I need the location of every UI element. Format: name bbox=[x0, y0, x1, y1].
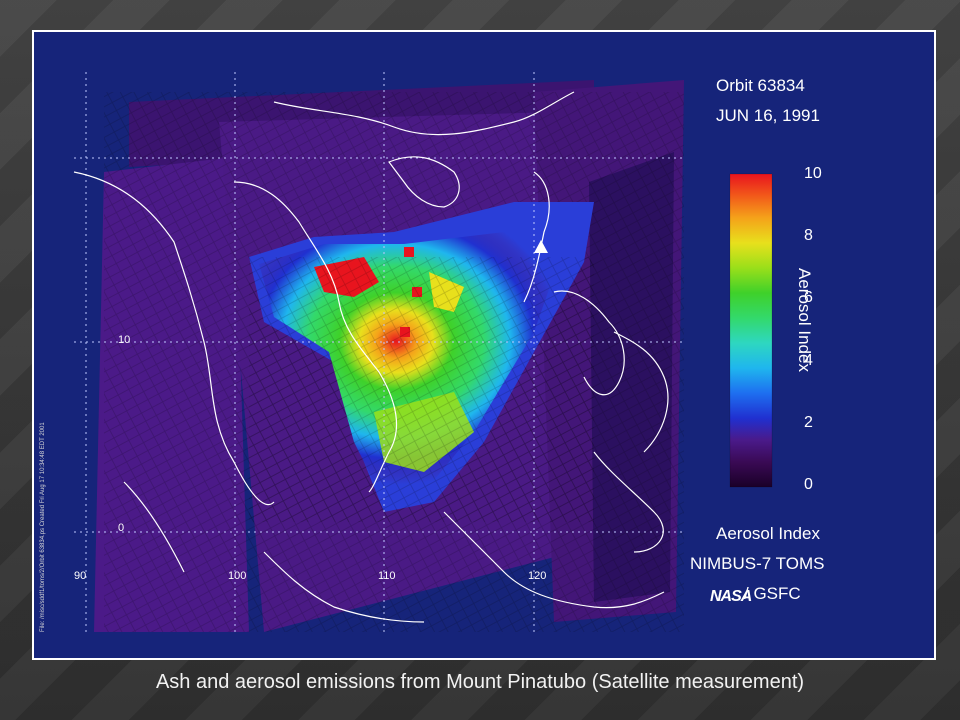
slide-caption: Ash and aerosol emissions from Mount Pin… bbox=[155, 671, 805, 693]
toms-aerosol-map: Orbit 63834 JUN 16, 1991 Aerosol Index 1… bbox=[34, 32, 934, 658]
coastlines bbox=[73, 91, 669, 623]
colorbar-tick: 8 bbox=[804, 227, 813, 244]
lon-label: 110 bbox=[378, 570, 396, 582]
file-note: File: /misc/sddf1/toms/2/Orbit 63834.ps … bbox=[40, 422, 46, 632]
date-label: JUN 16, 1991 bbox=[716, 106, 820, 125]
nasa-logo: NASA bbox=[710, 588, 752, 605]
lat-label: 10 bbox=[118, 334, 131, 346]
colorbar-tick: 10 bbox=[804, 165, 822, 182]
lon-label: 100 bbox=[228, 570, 247, 582]
lon-label: 120 bbox=[528, 570, 547, 582]
lon-label: 90 bbox=[74, 570, 87, 582]
agency-label: / GSFC bbox=[744, 584, 801, 603]
footer-title: Aerosol Index bbox=[716, 524, 820, 543]
lat-label: 0 bbox=[118, 522, 125, 534]
colorbar-tick: 4 bbox=[804, 352, 813, 369]
pinatubo-marker bbox=[534, 240, 548, 253]
colorbar-tick: 0 bbox=[804, 476, 813, 493]
colorbar bbox=[729, 173, 773, 488]
orbit-label: Orbit 63834 bbox=[716, 76, 805, 95]
colorbar-tick: 6 bbox=[804, 289, 813, 306]
map-canvas bbox=[73, 72, 773, 632]
colorbar-tick: 2 bbox=[804, 414, 813, 431]
aerosol-plume bbox=[249, 202, 594, 522]
instrument-label: NIMBUS-7 TOMS bbox=[690, 554, 825, 573]
